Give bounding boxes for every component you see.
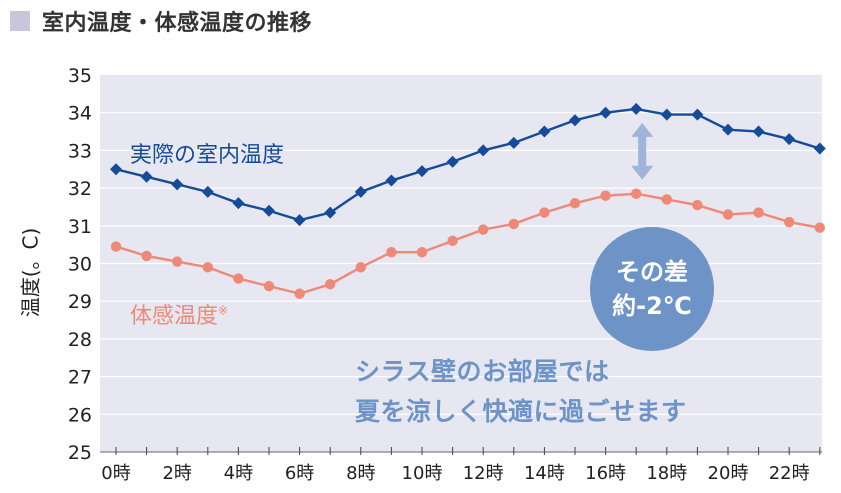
y-tick-label: 26 bbox=[68, 404, 92, 426]
y-tick-label: 31 bbox=[68, 216, 92, 238]
feel-temp-point bbox=[416, 246, 428, 258]
message-line-1: シラス壁のお部屋では bbox=[355, 357, 610, 386]
y-tick-label: 30 bbox=[68, 254, 92, 276]
feel-temp-point bbox=[447, 235, 458, 247]
actual-temp-point bbox=[140, 170, 153, 183]
feel-temp-point bbox=[478, 224, 489, 235]
x-tick-label: 18時 bbox=[646, 463, 687, 484]
title-bullet-square bbox=[10, 11, 30, 31]
feel-temp-point bbox=[692, 199, 703, 211]
feel-temp-label-text: 体感温度 bbox=[130, 304, 219, 329]
y-tick-labels: 25 26 27 28 29 30 31 32 33 34 35 bbox=[68, 65, 92, 464]
x-tick-label: 0時 bbox=[101, 463, 130, 484]
actual-temp-point bbox=[446, 155, 459, 168]
y-tick-label: 28 bbox=[68, 329, 92, 351]
grid-lines bbox=[100, 112, 822, 453]
feel-temp-point bbox=[263, 280, 275, 292]
x-tick-label: 16時 bbox=[585, 463, 626, 484]
feel-temp-point bbox=[569, 197, 581, 209]
feel-temp-series-label: 体感温度※ bbox=[130, 298, 228, 330]
x-tick-label: 14時 bbox=[524, 463, 565, 484]
actual-temp-point bbox=[722, 123, 734, 136]
actual-temp-point bbox=[691, 108, 704, 121]
feel-temp-point bbox=[631, 188, 642, 199]
difference-arrow bbox=[631, 122, 654, 180]
feel-temp-point bbox=[325, 279, 336, 290]
feel-temp-point bbox=[722, 209, 734, 220]
difference-bubble: その差 約-2℃ bbox=[590, 227, 714, 351]
actual-temp-point bbox=[110, 163, 122, 176]
x-tick-labels: 0時 2時 4時 6時 8時 10時 12時 14時 16時 18時 20時 22時 bbox=[101, 447, 821, 484]
feel-temp-point bbox=[141, 250, 152, 262]
x-tick-label: 20時 bbox=[708, 463, 749, 484]
x-tick-label: 10時 bbox=[402, 463, 443, 484]
y-tick-label: 33 bbox=[68, 140, 92, 162]
arrow-head-down bbox=[631, 165, 654, 180]
actual-temp-point bbox=[660, 108, 673, 121]
x-tick-label: 4時 bbox=[224, 463, 253, 484]
feel-temp-line bbox=[115, 192, 821, 295]
feel-temp-point bbox=[386, 246, 397, 258]
actual-temp-point bbox=[538, 125, 551, 138]
feel-temp-point bbox=[539, 207, 550, 218]
feel-temp-point bbox=[172, 256, 183, 267]
actual-temp-point bbox=[477, 144, 490, 157]
feel-temp-point bbox=[233, 273, 244, 284]
series-group bbox=[110, 102, 826, 299]
feel-temp-point bbox=[661, 194, 672, 205]
message-line-2: 夏を涼しく快適に過ごせます bbox=[355, 397, 687, 426]
x-tick-label: 6時 bbox=[285, 463, 314, 484]
feel-temp-point bbox=[110, 241, 122, 252]
y-axis-label: 温度(。C) bbox=[18, 227, 43, 318]
actual-temp-point bbox=[752, 125, 765, 138]
feel-temp-point bbox=[814, 222, 825, 233]
actual-temp-point bbox=[263, 204, 275, 217]
actual-temp-point bbox=[630, 102, 643, 115]
difference-text-line1: その差 bbox=[616, 258, 688, 286]
x-tick-label: 22時 bbox=[769, 463, 810, 484]
x-tick-label: 8時 bbox=[346, 463, 375, 484]
actual-temp-line bbox=[115, 107, 821, 222]
y-tick-label: 27 bbox=[68, 367, 92, 389]
difference-text-line2: 約-2℃ bbox=[612, 292, 692, 320]
feel-temp-point bbox=[202, 262, 213, 273]
feel-temp-point bbox=[753, 207, 764, 218]
footnote-mark: ※ bbox=[218, 303, 229, 318]
actual-temp-point bbox=[385, 174, 398, 187]
feel-temp-point bbox=[294, 288, 305, 299]
actual-temp-point bbox=[201, 185, 214, 198]
feel-temp-point bbox=[784, 216, 795, 228]
feel-temp-point bbox=[355, 262, 366, 273]
actual-temp-point bbox=[293, 214, 306, 227]
actual-temp-point bbox=[416, 165, 428, 178]
y-tick-label: 29 bbox=[68, 291, 92, 313]
actual-temp-point bbox=[783, 133, 796, 146]
feel-temp-point bbox=[600, 190, 611, 201]
actual-temp-point bbox=[171, 178, 184, 191]
x-tick-label: 2時 bbox=[162, 463, 191, 484]
actual-temp-point bbox=[599, 106, 612, 119]
y-tick-label: 35 bbox=[68, 65, 92, 87]
chart-title-block: 室内温度・体感温度の推移 bbox=[10, 6, 312, 36]
y-tick-label: 32 bbox=[68, 178, 92, 200]
actual-temp-series-label: 実際の室内温度 bbox=[130, 143, 285, 168]
chart-title: 室内温度・体感温度の推移 bbox=[42, 11, 313, 36]
y-tick-label: 34 bbox=[68, 103, 92, 125]
actual-temp-point bbox=[507, 136, 520, 149]
y-tick-label: 25 bbox=[68, 442, 92, 464]
x-tick-label: 12時 bbox=[463, 463, 504, 484]
arrow-shaft bbox=[638, 132, 647, 170]
arrow-head-up bbox=[631, 122, 654, 137]
actual-temp-point bbox=[569, 114, 581, 127]
feel-temp-point bbox=[508, 218, 519, 230]
actual-temp-point bbox=[232, 197, 245, 210]
actual-temp-point bbox=[813, 142, 826, 155]
actual-temp-point bbox=[354, 185, 367, 198]
actual-temp-point bbox=[324, 206, 337, 219]
